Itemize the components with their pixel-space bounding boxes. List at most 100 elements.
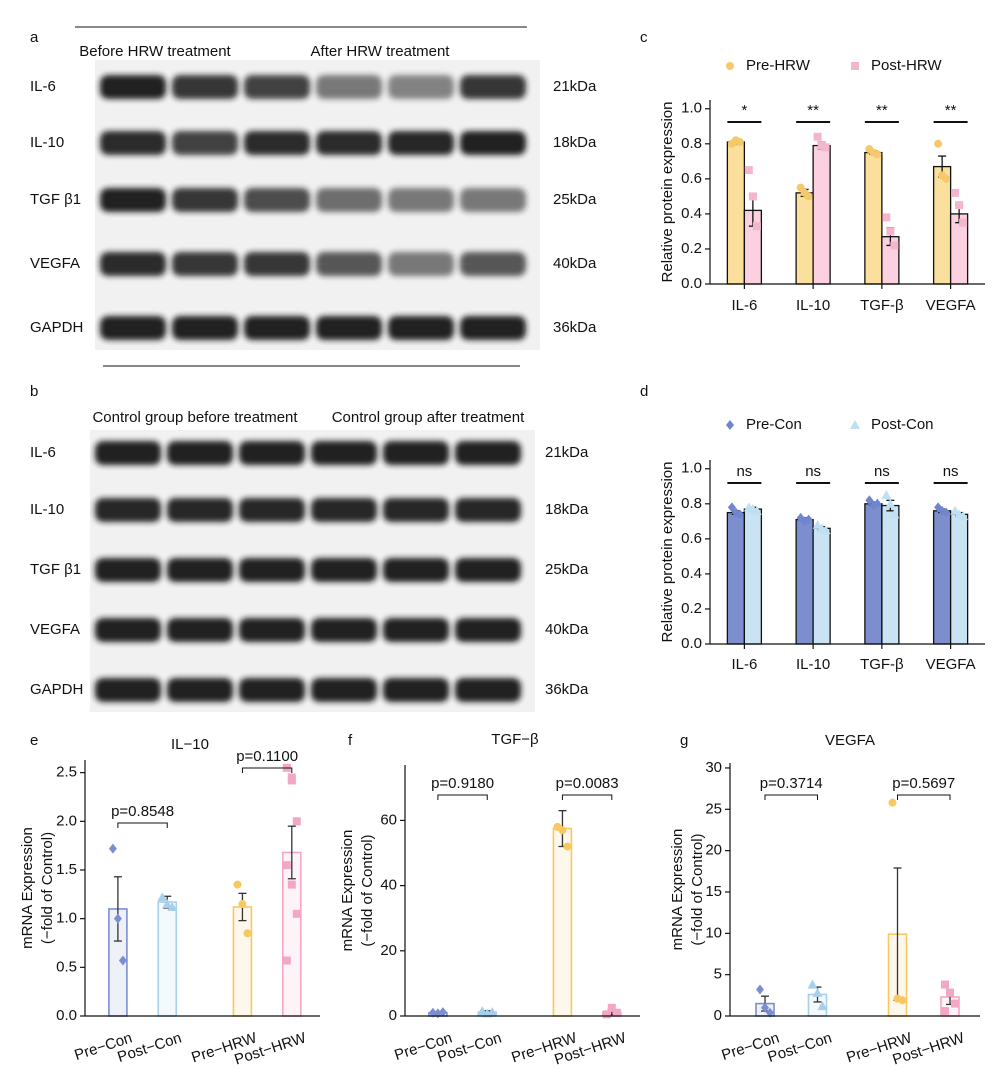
bar [743, 508, 763, 645]
data-point [108, 843, 117, 854]
size-label: 25kDa [545, 561, 589, 578]
significance-label: ** [945, 102, 957, 119]
blot-band [95, 678, 161, 702]
size-label: 18kDa [545, 501, 589, 518]
data-point [727, 502, 736, 513]
blot-band [455, 618, 521, 642]
y-axis-label: mRNA Expression [669, 829, 686, 951]
blot-band [383, 678, 449, 702]
x-tick-label: IL-6 [731, 656, 757, 673]
blot-band [388, 188, 454, 212]
blot-band [383, 618, 449, 642]
significance-label: * [741, 102, 747, 119]
significance-label: ** [807, 102, 819, 119]
blot-band [244, 75, 310, 99]
data-point [873, 150, 882, 159]
data-point [287, 880, 296, 889]
y-tick-label: 0.2 [681, 240, 702, 257]
protein-label: IL-10 [30, 501, 64, 518]
bar [864, 151, 883, 285]
blot-band [316, 316, 382, 340]
blot-band [455, 558, 521, 582]
data-point [238, 900, 247, 909]
blot-band [311, 441, 377, 465]
data-point [941, 1007, 949, 1016]
y-axis-label: Relative protein expression [659, 102, 676, 283]
data-point [292, 909, 301, 918]
y-tick-label: 0 [714, 1007, 722, 1024]
y-tick-label: 0.8 [681, 135, 702, 152]
y-tick-label: 60 [380, 811, 397, 828]
x-tick-label: TGF-β [860, 656, 904, 673]
significance-label: ns [874, 463, 890, 480]
chart-title: TGF−β [491, 731, 539, 748]
y-axis-label: mRNA Expression [19, 827, 36, 949]
significance-label: ns [805, 463, 821, 480]
significance-label: ** [876, 102, 888, 119]
panel-label: f [348, 732, 353, 749]
data-point [167, 901, 178, 911]
blot-band [388, 316, 454, 340]
blot-band [316, 188, 382, 212]
blot-band [167, 558, 233, 582]
blot-band [311, 498, 377, 522]
significance-label: ns [943, 463, 959, 480]
blot-band [460, 316, 526, 340]
y-tick-label: 20 [380, 942, 397, 959]
bar [932, 165, 952, 285]
panel-label: b [30, 383, 38, 400]
data-point [756, 984, 764, 995]
data-point [821, 143, 830, 152]
data-point [804, 514, 813, 525]
blot-band [95, 618, 161, 642]
size-label: 36kDa [553, 319, 597, 336]
blot-band [167, 498, 233, 522]
data-point [287, 773, 296, 782]
y-tick-label: 1.0 [56, 910, 77, 927]
size-label: 36kDa [545, 681, 589, 698]
data-point [748, 192, 757, 201]
blot-band [311, 558, 377, 582]
blot-band [100, 75, 166, 99]
blot-band [244, 252, 310, 276]
bar [726, 141, 746, 285]
bar [726, 511, 746, 645]
data-point [607, 1003, 616, 1012]
data-point [959, 218, 968, 227]
y-tick-label: 10 [705, 924, 722, 941]
y-tick-label: 0.0 [56, 1007, 77, 1024]
blot-band [388, 75, 454, 99]
data-point [438, 1007, 447, 1018]
data-point [885, 498, 896, 508]
data-point [612, 1008, 621, 1017]
y-tick-label: 25 [705, 800, 722, 817]
p-value-label: p=0.0083 [556, 775, 619, 792]
blot-band [95, 558, 161, 582]
blot-band [244, 188, 310, 212]
comparison-bracket [241, 767, 293, 773]
blot-band [244, 316, 310, 340]
data-point [558, 826, 567, 835]
blot-band [239, 441, 305, 465]
data-point [243, 929, 252, 938]
x-tick-label: IL-10 [796, 656, 830, 673]
data-point [428, 1007, 437, 1018]
data-point [282, 861, 291, 870]
data-point [886, 227, 895, 236]
group-label: After HRW treatment [311, 43, 451, 60]
bar [795, 192, 814, 285]
size-label: 40kDa [553, 255, 597, 272]
blot-band [100, 316, 166, 340]
blot-band [239, 498, 305, 522]
data-point [946, 988, 954, 997]
blot-band [239, 558, 305, 582]
bar [552, 827, 573, 1017]
protein-label: GAPDH [30, 681, 83, 698]
protein-label: VEGFA [30, 255, 80, 272]
data-point [898, 996, 907, 1005]
blot-band [388, 252, 454, 276]
protein-label: IL-10 [30, 134, 64, 151]
protein-label: IL-6 [30, 78, 56, 95]
y-axis-label: mRNA Expression [339, 830, 356, 952]
